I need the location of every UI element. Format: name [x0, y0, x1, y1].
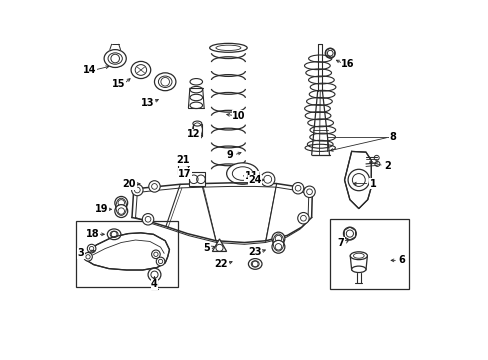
Text: 1: 1 — [369, 179, 376, 189]
Text: 23: 23 — [248, 247, 262, 257]
Ellipse shape — [192, 121, 202, 126]
Ellipse shape — [190, 102, 202, 109]
Ellipse shape — [351, 266, 365, 273]
Text: 2: 2 — [383, 161, 390, 171]
Bar — [329, 219, 408, 289]
Text: 14: 14 — [83, 65, 97, 75]
Text: 17: 17 — [178, 168, 191, 179]
Circle shape — [271, 232, 285, 245]
Polygon shape — [344, 152, 370, 208]
Bar — [76, 221, 177, 287]
Ellipse shape — [226, 163, 258, 184]
Text: 21: 21 — [176, 156, 189, 165]
Text: 7: 7 — [337, 238, 344, 248]
Text: 8: 8 — [388, 132, 395, 142]
Text: 4: 4 — [151, 279, 158, 289]
Text: 3: 3 — [78, 248, 84, 258]
Bar — [189, 172, 205, 186]
Text: 24: 24 — [248, 175, 262, 185]
Text: 18: 18 — [86, 229, 99, 239]
Ellipse shape — [107, 229, 121, 240]
Circle shape — [292, 183, 303, 194]
Text: 6: 6 — [398, 255, 404, 265]
Circle shape — [115, 197, 127, 209]
Circle shape — [87, 244, 96, 253]
Circle shape — [343, 227, 356, 240]
Ellipse shape — [104, 50, 126, 67]
Ellipse shape — [248, 258, 262, 269]
Circle shape — [148, 268, 161, 281]
Circle shape — [131, 184, 143, 196]
Ellipse shape — [190, 78, 202, 85]
Text: 19: 19 — [95, 204, 108, 214]
Circle shape — [260, 172, 274, 186]
Polygon shape — [83, 233, 169, 270]
Bar — [177, 165, 188, 174]
Circle shape — [156, 257, 164, 266]
Circle shape — [303, 186, 315, 198]
Polygon shape — [212, 239, 226, 251]
Text: 10: 10 — [232, 111, 245, 121]
Text: 13: 13 — [140, 98, 154, 108]
Ellipse shape — [192, 134, 202, 139]
Circle shape — [148, 181, 160, 192]
Circle shape — [151, 250, 160, 258]
Circle shape — [347, 169, 369, 191]
Text: 12: 12 — [186, 129, 200, 139]
Text: 22: 22 — [214, 259, 227, 269]
Circle shape — [297, 212, 308, 224]
Circle shape — [115, 204, 127, 217]
Ellipse shape — [154, 73, 176, 91]
Ellipse shape — [190, 94, 202, 101]
Text: 15: 15 — [112, 79, 125, 89]
Text: 5: 5 — [203, 243, 210, 253]
Ellipse shape — [131, 62, 150, 78]
Ellipse shape — [349, 252, 366, 260]
Circle shape — [83, 252, 92, 261]
Circle shape — [142, 213, 153, 225]
Ellipse shape — [190, 86, 202, 93]
Text: 9: 9 — [226, 150, 233, 160]
Circle shape — [271, 240, 285, 253]
Text: 20: 20 — [122, 179, 136, 189]
Text: 11: 11 — [244, 171, 258, 181]
Text: 16: 16 — [341, 59, 354, 69]
